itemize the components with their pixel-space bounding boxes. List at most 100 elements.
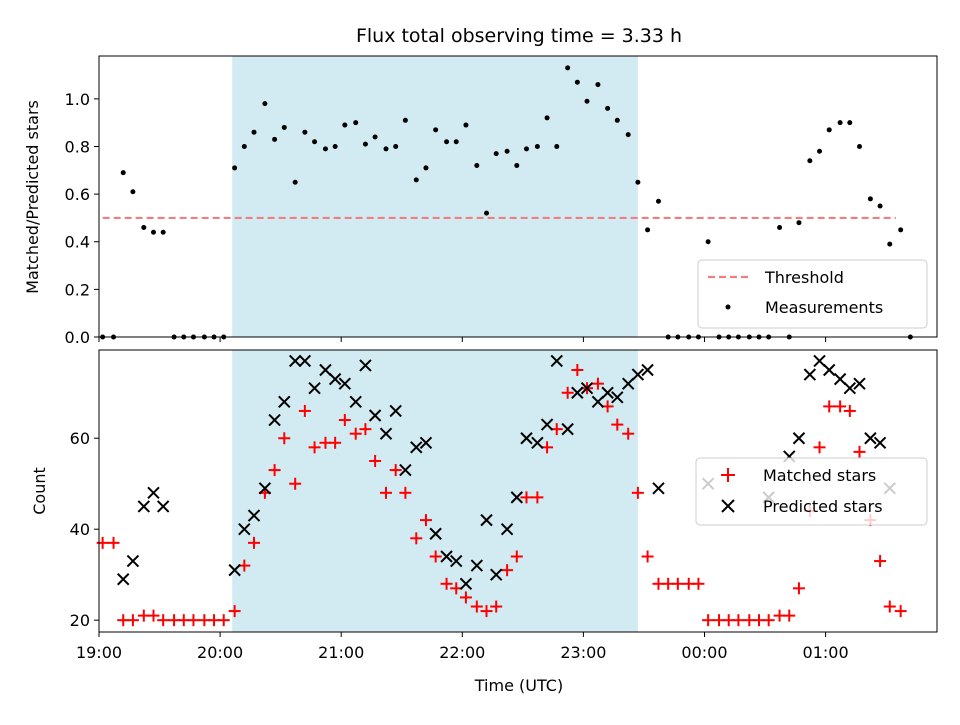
predicted-star-point: [459, 577, 473, 590]
top-legend-box: [697, 259, 928, 329]
x-tick-label: 00:00: [681, 643, 727, 662]
predicted-star-point: [641, 363, 654, 377]
y-tick-label: 0.2: [65, 280, 90, 299]
matched-star-point: [278, 432, 291, 445]
predicted-star-point: [843, 381, 857, 395]
matched-star-point: [834, 400, 847, 413]
predicted-star-point: [379, 427, 393, 440]
matched-star-point: [702, 614, 715, 627]
matched-star-point: [611, 418, 624, 431]
predicted-star-point: [117, 573, 130, 586]
measurement-point: [372, 134, 378, 140]
measurement-point: [444, 139, 450, 145]
predicted-star-point: [803, 368, 817, 381]
predicted-star-point: [510, 491, 523, 504]
matched-star-point: [591, 377, 604, 390]
measurement-point: [120, 170, 126, 176]
matched-star-point: [510, 550, 523, 563]
matched-star-point: [298, 404, 311, 417]
measurement-point: [332, 143, 338, 149]
measurement-point: [826, 127, 832, 133]
matched-star-point: [490, 600, 503, 613]
y-tick-label: 40: [70, 520, 90, 539]
matched-star-point: [883, 600, 896, 613]
measurement-point: [474, 163, 480, 169]
measurement-point: [645, 227, 651, 233]
measurement-point: [514, 163, 520, 169]
measurement-point: [281, 124, 287, 130]
y-tick-label: 0.4: [65, 233, 90, 252]
matched-star-point: [470, 600, 483, 613]
top-panel: 0.0 0.2 0.4 0.6 0.8 1.0 Matched/Predicted sta…: [23, 55, 938, 347]
predicted-star-point: [419, 436, 433, 449]
measurement-point: [241, 143, 247, 149]
predicted-star-point: [156, 500, 170, 513]
measurement-point: [595, 82, 601, 88]
x-tick-label: 21:00: [318, 643, 364, 662]
matched-star-point: [520, 491, 533, 504]
matched-star-point: [501, 564, 514, 577]
measurement-point: [232, 165, 238, 171]
legend-predicted-swatch: [721, 499, 735, 513]
matched-star-point: [571, 364, 584, 377]
measurement-point: [534, 143, 540, 149]
predicted-star-point: [864, 432, 877, 445]
measurement-point: [635, 179, 641, 185]
bottom-axes-frame: [98, 349, 938, 633]
predicted-star-point: [853, 377, 866, 390]
measurement-point: [353, 120, 359, 126]
legend-matched-label: Matched stars: [763, 466, 876, 485]
matched-star-point: [349, 427, 362, 440]
bottom-panel: 20 40 60 19:00 20:00 21:00 22:00 23:00 00:00 01:…: [30, 349, 938, 695]
matched-star-point: [429, 550, 442, 563]
measurement-point: [493, 151, 499, 157]
predicted-star-point: [247, 509, 261, 522]
matched-star-point: [813, 441, 826, 454]
measurement-point: [796, 220, 802, 226]
predicted-star-point: [228, 563, 241, 577]
predicted-star-point: [258, 482, 272, 495]
measurement-point: [402, 117, 408, 123]
matched-star-point: [308, 441, 321, 454]
predicted-star-point: [308, 381, 321, 395]
measurement-point: [807, 158, 813, 164]
predicted-star-point: [429, 527, 442, 540]
measurement-point: [504, 148, 510, 154]
predicted-star-point: [621, 377, 635, 390]
matched-star-point: [480, 605, 493, 618]
predicted-star-point: [338, 377, 352, 390]
matched-star-point: [792, 582, 805, 595]
predicted-star-point: [531, 436, 544, 449]
top-y-axis-label: Matched/Predicted stars: [23, 100, 42, 294]
predicted-star-point: [389, 404, 402, 418]
measurement-point: [463, 122, 469, 128]
measurement-point: [160, 229, 166, 235]
predicted-star-point: [540, 418, 554, 431]
measurement-point: [574, 79, 580, 85]
bottom-shaded-interval: [232, 350, 638, 632]
measurement-point: [705, 239, 711, 245]
measurement-point: [605, 105, 611, 111]
measurement-point: [655, 198, 661, 204]
predicted-star-point: [440, 550, 453, 563]
predicted-star-point: [611, 391, 624, 404]
matched-star-point: [217, 614, 230, 627]
chart-title: Flux total observing time = 3.33 h: [356, 25, 682, 47]
predicted-star-point: [652, 482, 665, 495]
predicted-star-point: [520, 432, 533, 445]
bottom-y-axis-label: Count: [30, 467, 49, 515]
measurement-point: [777, 224, 783, 230]
matched-star-point: [853, 445, 866, 458]
matched-star-point: [389, 464, 402, 477]
predicted-star-point: [399, 463, 412, 477]
matched-star-point: [157, 614, 170, 627]
predicted-star-point: [126, 554, 140, 568]
measurement-point: [130, 189, 136, 195]
measurement-point: [877, 203, 883, 209]
predicted-star-point: [480, 513, 493, 527]
predicted-star-point: [450, 554, 463, 568]
measurement-point: [292, 179, 298, 185]
measurement-point: [302, 129, 308, 135]
predicted-star-point: [278, 395, 291, 409]
